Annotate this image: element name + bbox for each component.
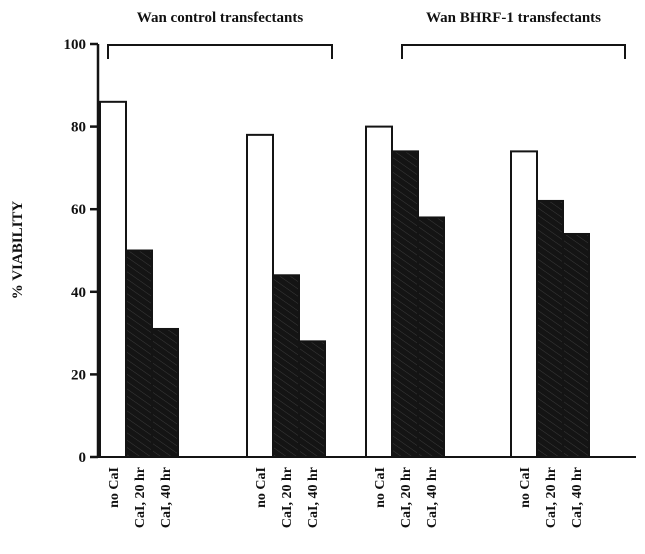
y-tick-label: 20 bbox=[71, 367, 86, 383]
bar bbox=[125, 249, 153, 458]
x-category-label: CaI, 40 hr bbox=[425, 467, 440, 528]
y-axis-title: % VIABILITY bbox=[10, 201, 26, 300]
x-category-label: CaI, 20 hr bbox=[544, 467, 559, 528]
x-category-label: no CaI bbox=[518, 467, 533, 508]
y-tick-label: 40 bbox=[71, 285, 86, 301]
bar bbox=[536, 199, 564, 458]
x-category-label: no CaI bbox=[107, 467, 122, 508]
bar bbox=[562, 232, 590, 458]
x-category-label: CaI, 40 hr bbox=[159, 467, 174, 528]
brackets-layer: Wan control transfectants Wan BHRF-1 tran… bbox=[107, 10, 626, 59]
bar bbox=[365, 125, 393, 458]
bar bbox=[510, 150, 538, 458]
x-category-label: CaI, 20 hr bbox=[280, 467, 295, 528]
bar bbox=[298, 340, 326, 458]
group-bracket bbox=[401, 44, 626, 59]
bars-layer bbox=[99, 100, 590, 459]
y-tick-label: 100 bbox=[64, 37, 87, 53]
y-tick-label: 80 bbox=[71, 120, 86, 136]
bar bbox=[151, 327, 179, 458]
bar bbox=[417, 216, 445, 458]
bar bbox=[246, 133, 274, 459]
axes-layer: 0 20 40 60 80 100 % VIABILITY bbox=[10, 37, 636, 466]
y-tick-label: 60 bbox=[71, 202, 86, 218]
x-category-label: CaI, 20 hr bbox=[133, 467, 148, 528]
x-category-label: no CaI bbox=[373, 467, 388, 508]
labels-layer: no CaI CaI, 20 hr CaI, 40 hr no CaI CaI, 20 … bbox=[107, 467, 585, 528]
group-bracket bbox=[107, 44, 333, 59]
bar bbox=[391, 150, 419, 458]
x-category-label: no CaI bbox=[254, 467, 269, 508]
x-category-label: CaI, 20 hr bbox=[399, 467, 414, 528]
bar bbox=[99, 100, 127, 458]
bracket-title: Wan control transfectants bbox=[137, 10, 304, 26]
x-category-label: CaI, 40 hr bbox=[570, 467, 585, 528]
bar bbox=[272, 274, 300, 458]
x-category-label: CaI, 40 hr bbox=[306, 467, 321, 528]
bracket-title: Wan BHRF-1 transfectants bbox=[426, 10, 601, 26]
y-tick-label: 0 bbox=[79, 450, 87, 466]
